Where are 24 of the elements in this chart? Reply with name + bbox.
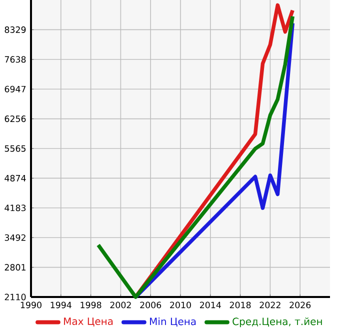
y-tick-label: 3492 bbox=[4, 234, 26, 241]
y-tick-label: 2110 bbox=[4, 294, 26, 300]
x-tick-label: 1994 bbox=[50, 302, 72, 308]
y-tick-label: 2801 bbox=[4, 264, 26, 271]
x-tick-label: 2010 bbox=[170, 302, 191, 308]
y-tick-label: 4874 bbox=[4, 174, 26, 182]
line-series bbox=[96, 14, 294, 299]
x-tick-label: 2026 bbox=[290, 302, 311, 308]
legend-label: Max Цена bbox=[64, 318, 113, 326]
x-tick-label: 2018 bbox=[230, 302, 251, 308]
x-tick-label: 2022 bbox=[260, 302, 280, 308]
y-tick-label: 7638 bbox=[4, 56, 26, 63]
legend-label: Сред.Цена, т.йен bbox=[232, 317, 322, 328]
y-tick-label: 6947 bbox=[4, 86, 26, 92]
y-tick-label: 4183 bbox=[4, 204, 26, 212]
x-tick-label: 1998 bbox=[80, 302, 102, 308]
x-tick-label: 2002 bbox=[110, 302, 131, 308]
y-tick-label: 8329 bbox=[4, 26, 26, 33]
legend-label: Min Цена bbox=[150, 317, 196, 327]
x-tick-label: 1990 bbox=[20, 302, 42, 308]
y-tick-label: 6256 bbox=[4, 116, 26, 122]
x-tick-label: 2006 bbox=[140, 302, 162, 308]
x-tick-label: 2014 bbox=[200, 302, 221, 308]
y-tick-label: 5565 bbox=[4, 145, 26, 152]
